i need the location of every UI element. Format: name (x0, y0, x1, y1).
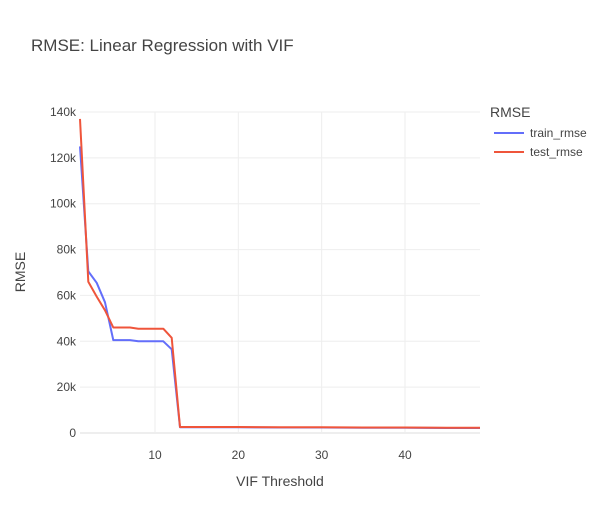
y-tick-label: 20k (57, 380, 77, 394)
series-line-test_rmse (79, 118, 480, 429)
x-tick-label: 30 (315, 448, 329, 462)
x-tick-label: 10 (148, 448, 162, 462)
legend-label: test_rmse (530, 145, 583, 159)
legend-label: train_rmse (530, 126, 587, 140)
gridlines (80, 111, 480, 434)
legend: RMSE train_rmse test_rmse (490, 104, 587, 159)
axis-ticks: 10 20 30 40 0 20k 40k 60k 80k 100k 120k 140k (50, 105, 412, 462)
y-tick-label: 60k (57, 288, 77, 302)
y-tick-label: 40k (57, 334, 77, 348)
x-axis-title: VIF Threshold (236, 473, 324, 489)
y-tick-label: 100k (50, 197, 77, 211)
y-tick-label: 120k (50, 151, 77, 165)
x-tick-label: 20 (232, 448, 246, 462)
legend-title: RMSE (490, 104, 530, 120)
y-tick-label: 80k (57, 243, 77, 257)
series-lines (79, 118, 480, 429)
y-tick-label: 140k (50, 105, 77, 119)
legend-item-train_rmse[interactable]: train_rmse (494, 126, 587, 140)
series-line-train_rmse (79, 146, 480, 429)
legend-item-test_rmse[interactable]: test_rmse (494, 145, 583, 159)
x-tick-label: 40 (398, 448, 412, 462)
y-tick-label: 0 (69, 426, 76, 440)
chart-title: RMSE: Linear Regression with VIF (31, 36, 294, 55)
y-axis-title: RMSE (12, 252, 28, 292)
